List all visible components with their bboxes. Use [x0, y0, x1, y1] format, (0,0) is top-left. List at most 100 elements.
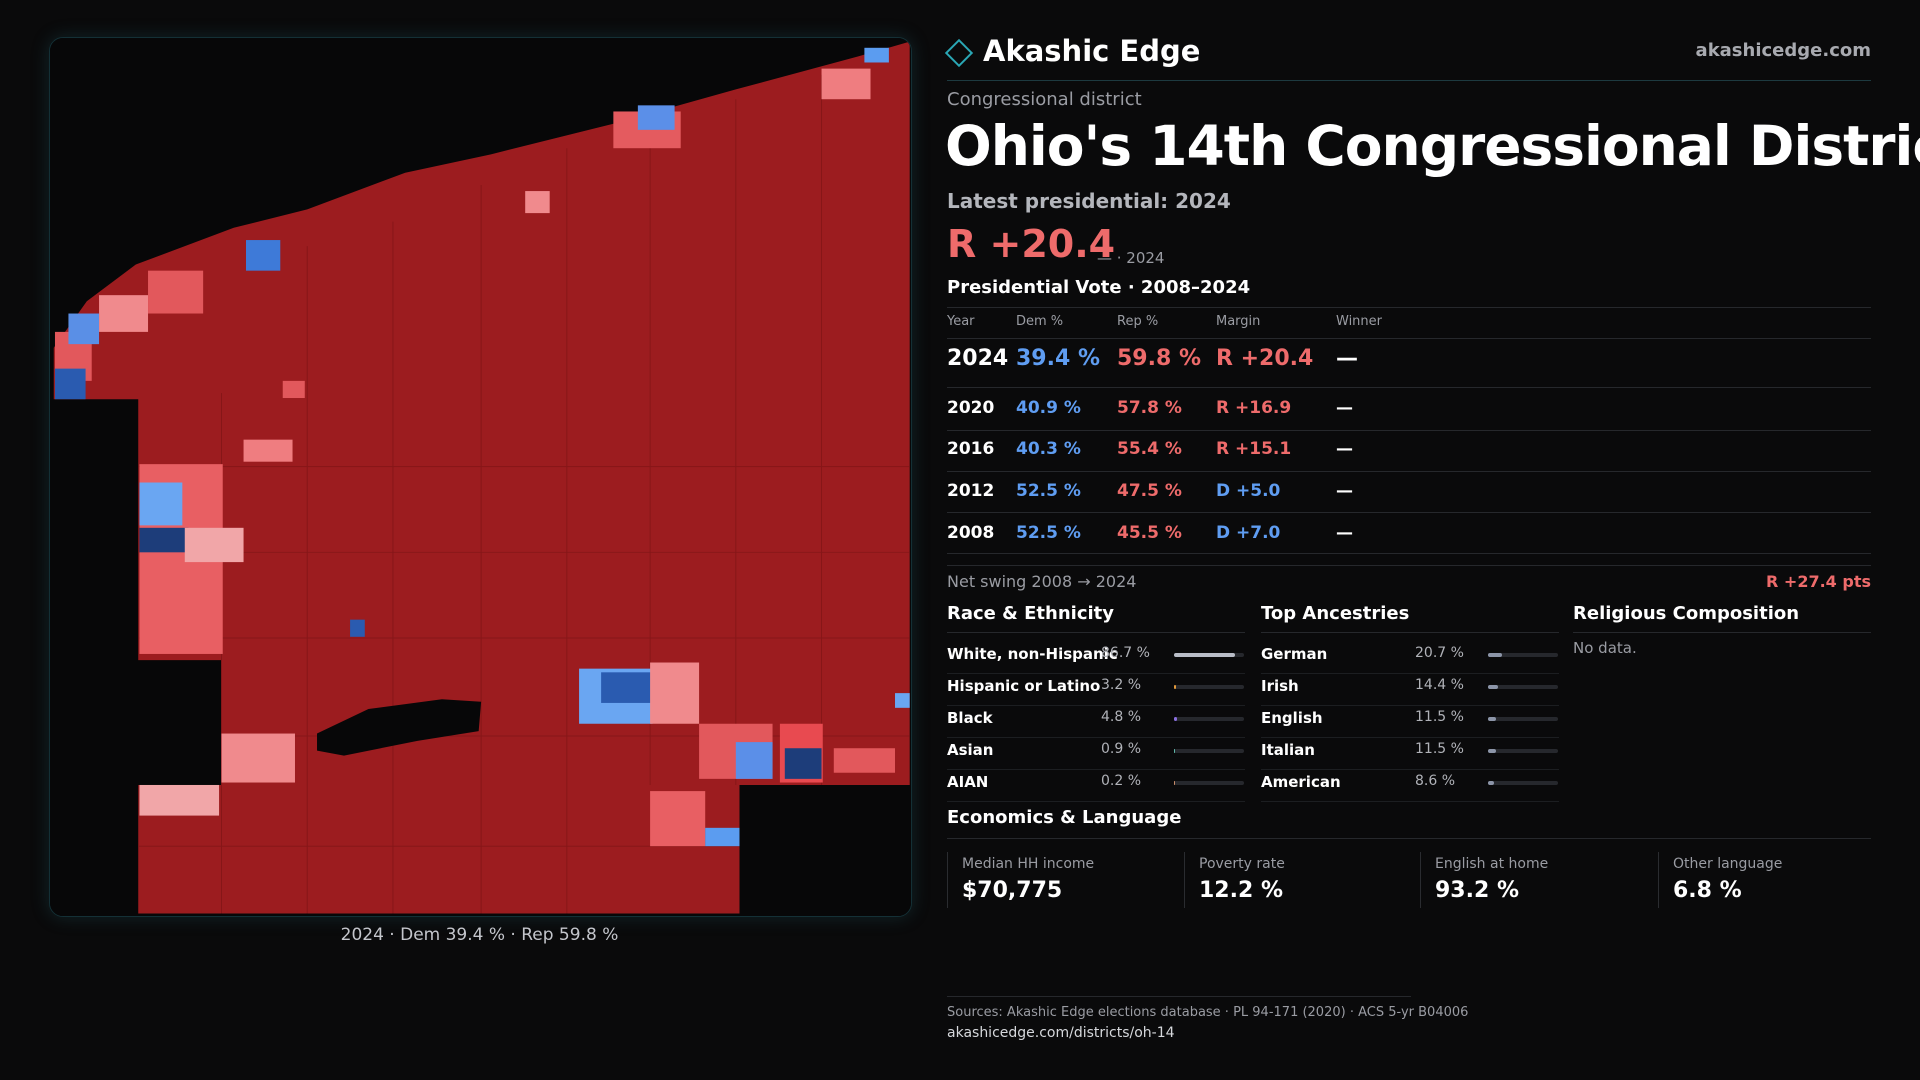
row-rule: [947, 769, 1245, 770]
bar-track: [1488, 717, 1558, 721]
stat: English at home 93.2 %: [1420, 852, 1548, 908]
bar-track: [1488, 653, 1558, 657]
sources-text: Sources: Akashic Edge elections database…: [947, 1005, 1469, 1020]
row-value: 4.8 %: [1101, 709, 1142, 725]
stat-value: 93.2 %: [1435, 878, 1519, 903]
table-cell: R +16.9: [1216, 398, 1292, 418]
bar: [1174, 685, 1177, 689]
bar-track: [1174, 653, 1244, 657]
table-cell: 45.5 %: [1117, 523, 1182, 543]
table-cell: —: [1336, 346, 1358, 371]
bar: [1174, 653, 1235, 657]
row-value: 86.7 %: [1101, 645, 1150, 661]
table-cell: 2008: [947, 523, 995, 543]
bar: [1488, 781, 1495, 785]
row-value: 3.2 %: [1101, 677, 1142, 693]
table-cell: 40.3 %: [1016, 439, 1081, 459]
ancestry-title: Top Ancestries: [1261, 603, 1410, 624]
latest-margin: R +20.4: [947, 222, 1116, 266]
race-rule: [947, 632, 1245, 633]
table-cell: 55.4 %: [1117, 439, 1182, 459]
table-rule: [947, 387, 1871, 388]
row-value: 11.5 %: [1415, 741, 1464, 757]
bar: [1488, 749, 1497, 753]
stat-label: English at home: [1435, 856, 1549, 872]
table-cell: —: [1336, 523, 1353, 543]
row-label: White, non-Hispanic: [947, 645, 1118, 663]
stat: Other language 6.8 %: [1658, 852, 1782, 908]
table-cell: 2012: [947, 481, 995, 501]
table-title: Presidential Vote · 2008–2024: [947, 277, 1251, 298]
row-value: 11.5 %: [1415, 709, 1464, 725]
stat-label: Other language: [1673, 856, 1783, 872]
bar-track: [1174, 685, 1244, 689]
row-label: AIAN: [947, 773, 989, 791]
race-title: Race & Ethnicity: [947, 603, 1114, 624]
table-cell: 2016: [947, 439, 995, 459]
latest-label: Latest presidential: 2024: [947, 189, 1231, 213]
table-cell: 47.5 %: [1117, 481, 1182, 501]
dem-precincts: [54, 47, 910, 847]
column-header: Winner: [1336, 314, 1383, 329]
net-swing-value: R +27.4 pts: [1766, 572, 1871, 591]
row-rule: [947, 737, 1245, 738]
row-rule: [947, 801, 1245, 802]
stat-value: 6.8 %: [1673, 878, 1742, 903]
column-header: Rep %: [1117, 314, 1159, 329]
district-kind: Congressional district: [947, 89, 1142, 110]
net-swing-label: Net swing 2008 → 2024: [947, 572, 1137, 591]
table-cell: R +15.1: [1216, 439, 1292, 459]
table-cell: —: [1336, 398, 1353, 418]
religion-note: No data.: [1573, 639, 1637, 657]
row-rule: [947, 673, 1245, 674]
row-label: Hispanic or Latino: [947, 677, 1101, 695]
row-value: 20.7 %: [1415, 645, 1464, 661]
row-label: Black: [947, 709, 993, 727]
lake: [317, 699, 482, 756]
map-svg: [50, 38, 911, 916]
row-value: 0.2 %: [1101, 773, 1142, 789]
stat-label: Poverty rate: [1199, 856, 1285, 872]
row-rule: [947, 705, 1245, 706]
district-map: [49, 37, 912, 917]
bar: [1488, 717, 1497, 721]
row-label: Irish: [1261, 677, 1299, 695]
bar-track: [1174, 749, 1244, 753]
table-rule: [947, 471, 1871, 472]
bar-track: [1488, 685, 1558, 689]
row-label: Asian: [947, 741, 994, 759]
header-rule: [947, 80, 1871, 81]
bar-track: [1488, 781, 1558, 785]
column-header: Year: [947, 314, 975, 329]
table-cell: R +20.4: [1216, 346, 1314, 371]
row-label: American: [1261, 773, 1341, 791]
stat-value: $70,775: [962, 878, 1063, 903]
economics-title: Economics & Language: [947, 807, 1182, 828]
bar-track: [1174, 781, 1244, 785]
sources-url[interactable]: akashicedge.com/districts/oh-14: [947, 1025, 1175, 1041]
row-rule: [1261, 705, 1559, 706]
stat-value: 12.2 %: [1199, 878, 1283, 903]
margin-note: — · 2024: [1097, 249, 1165, 267]
bar: [1174, 717, 1178, 721]
table-cell: 2020: [947, 398, 995, 418]
bar: [1488, 685, 1499, 689]
column-header: Margin: [1216, 314, 1261, 329]
table-cell: 52.5 %: [1016, 523, 1081, 543]
bar-track: [1174, 717, 1244, 721]
table-cell: 57.8 %: [1117, 398, 1182, 418]
table-rule: [947, 512, 1871, 513]
table-rule: [947, 338, 1871, 339]
bar: [1174, 749, 1175, 753]
table-rule: [947, 307, 1871, 308]
table-rule: [947, 430, 1871, 431]
table-cell: D +5.0: [1216, 481, 1281, 501]
sources-rule: [947, 996, 1411, 997]
row-value: 14.4 %: [1415, 677, 1464, 693]
logo-diamond: [944, 38, 974, 68]
table-cell: —: [1336, 481, 1353, 501]
row-label: German: [1261, 645, 1328, 663]
column-header: Dem %: [1016, 314, 1064, 329]
